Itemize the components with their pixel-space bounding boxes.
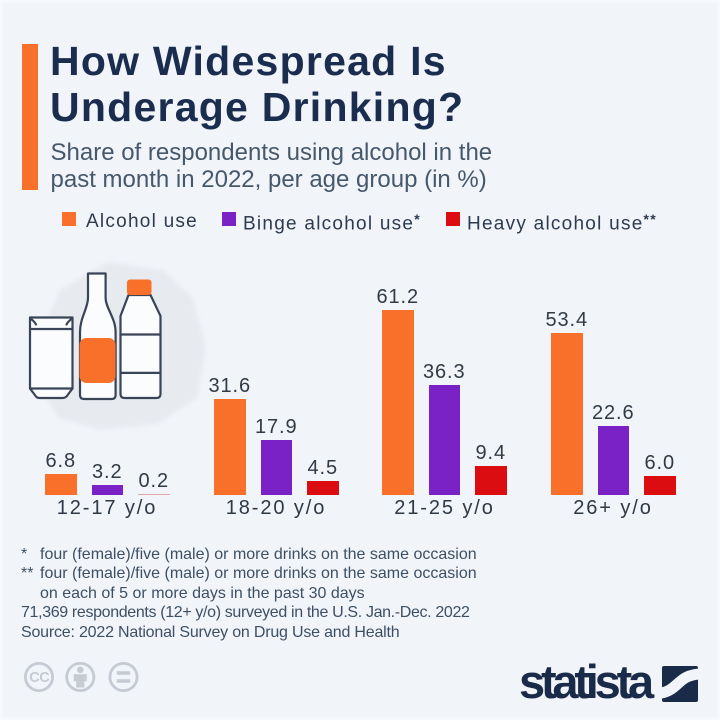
svg-text:CC: CC <box>29 670 50 686</box>
